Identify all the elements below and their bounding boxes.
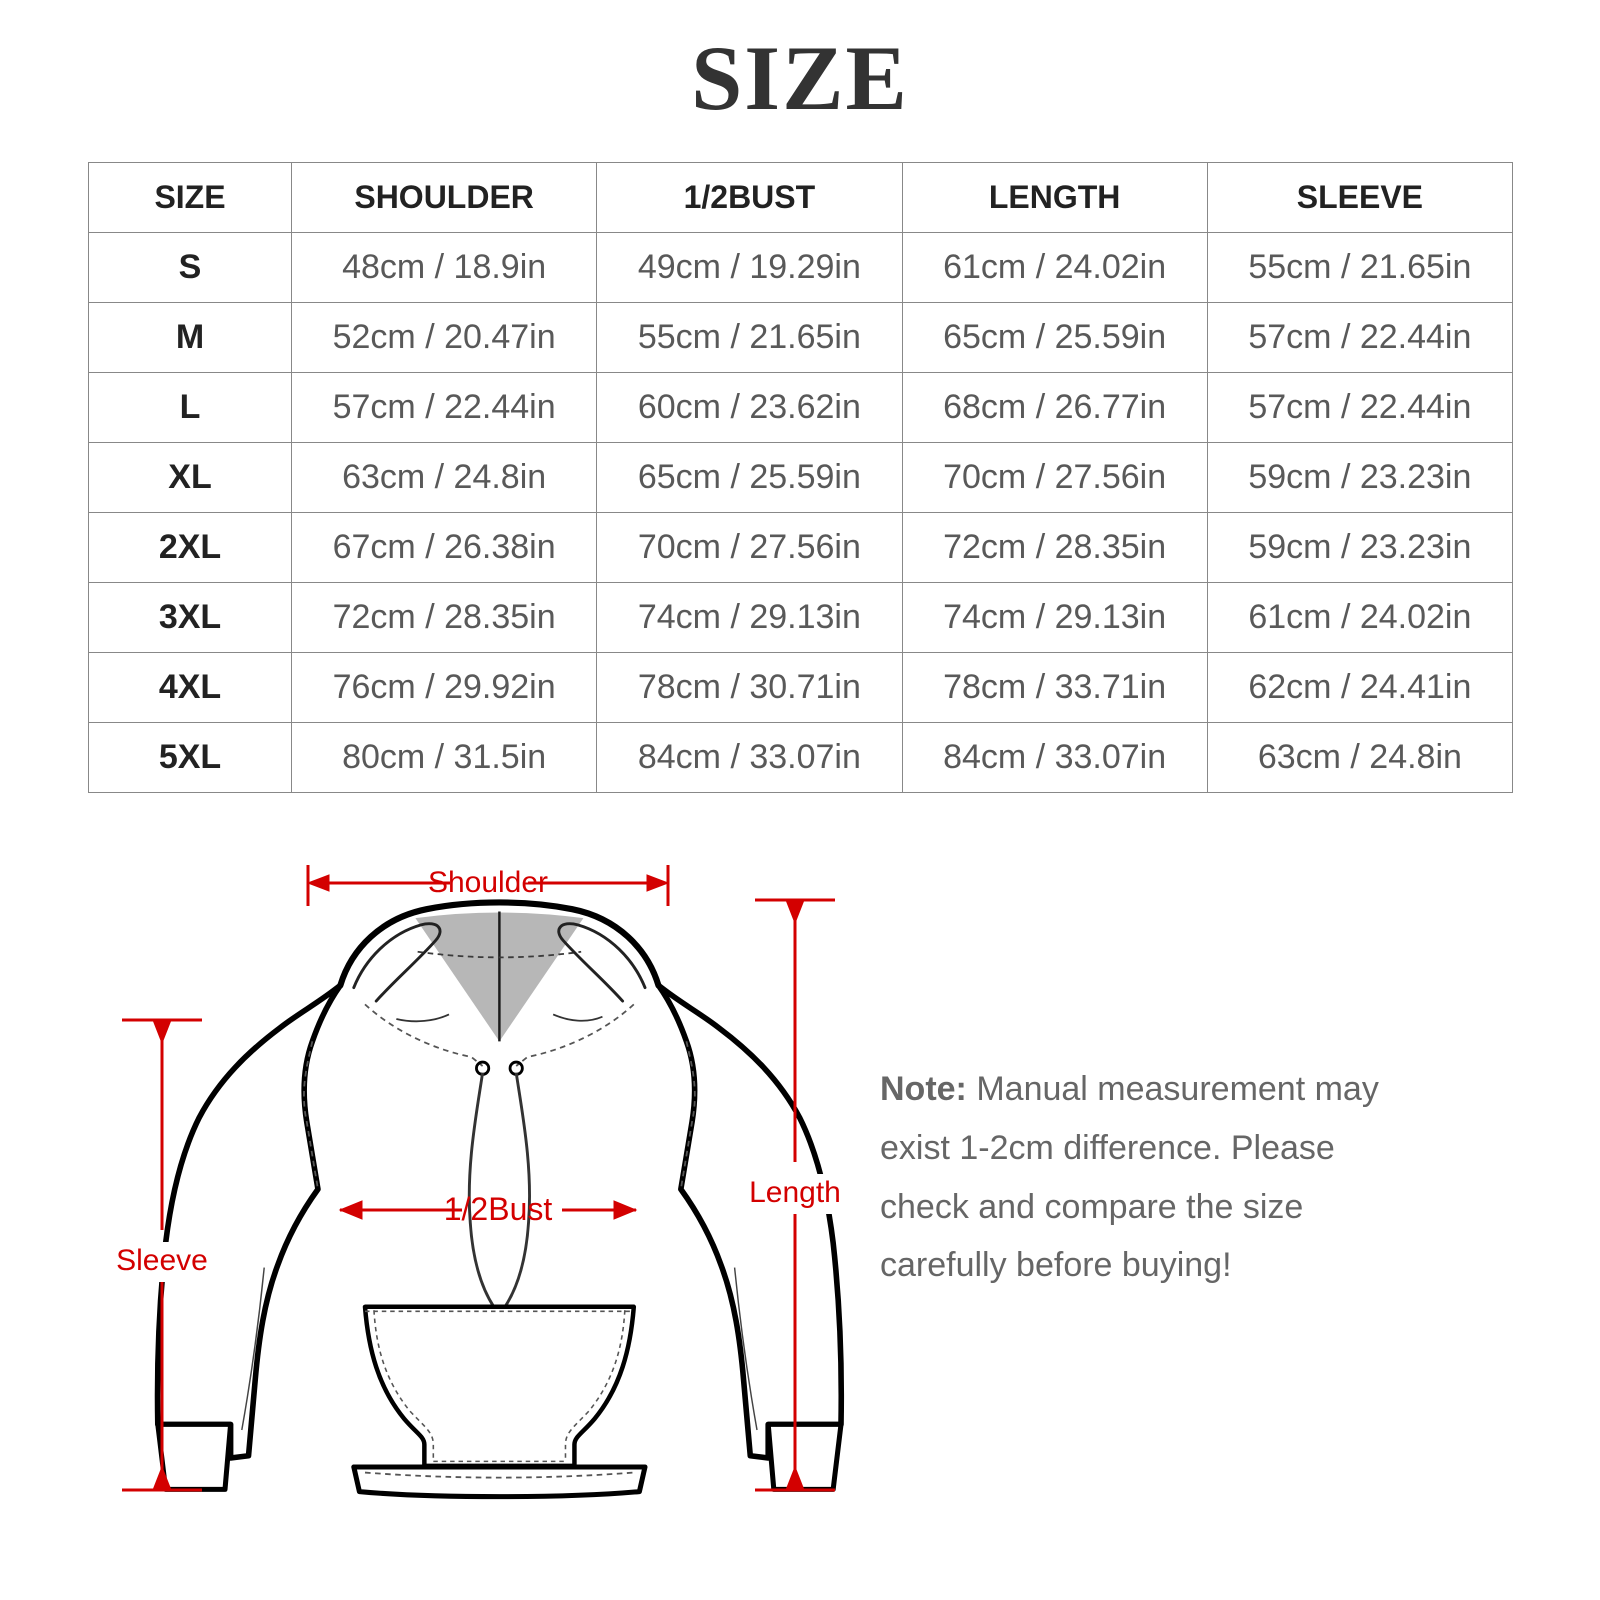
svg-text:Sleeve: Sleeve: [116, 1244, 208, 1277]
svg-text:Length: Length: [749, 1176, 841, 1209]
svg-text:Shoulder: Shoulder: [428, 866, 548, 899]
svg-text:1/2Bust: 1/2Bust: [444, 1191, 553, 1227]
